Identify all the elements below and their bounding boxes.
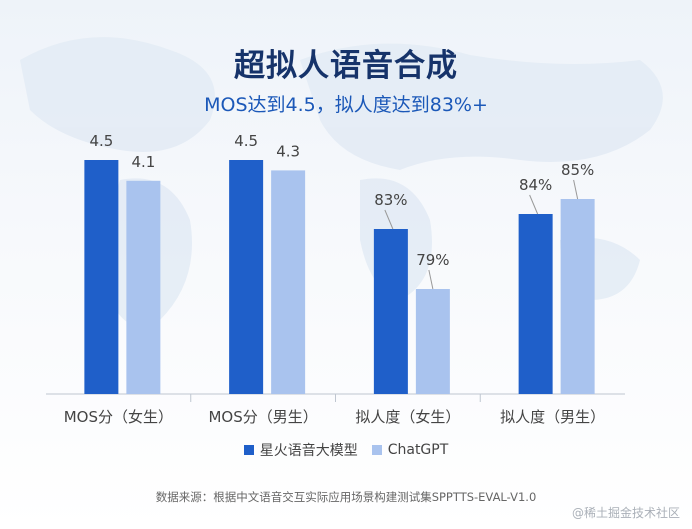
- label-leader-line: [573, 179, 579, 200]
- x-tick-label-1: MOS分（女生）: [64, 408, 173, 426]
- data-label-2-3: 79%: [416, 251, 449, 269]
- label-leader-line: [428, 269, 434, 290]
- data-label-2-4: 85%: [561, 161, 594, 179]
- data-label-1-2: 4.5: [234, 132, 258, 150]
- x-tick-label-2: MOS分（男生）: [208, 408, 317, 426]
- label-leader-line: [384, 209, 394, 230]
- legend-swatch-series1: [243, 445, 254, 455]
- bar-1-2: [229, 160, 264, 394]
- data-label-1-4: 84%: [519, 176, 552, 194]
- legend-swatch-series2: [371, 445, 382, 455]
- data-label-2-1: 4.1: [131, 153, 155, 171]
- bar-2-2: [271, 170, 306, 394]
- bar-1-1: [84, 160, 119, 394]
- bar-2-3: [415, 289, 450, 394]
- bar-2-4: [560, 199, 595, 394]
- legend-label-series2: ChatGPT: [387, 442, 449, 458]
- legend-label-series1: 星火语音大模型: [259, 443, 358, 459]
- page-subtitle: MOS达到4.5，拟人度达到83%+: [204, 94, 488, 116]
- bar-2-1: [126, 180, 161, 394]
- data-label-2-2: 4.3: [276, 142, 300, 160]
- watermark: @稀土掘金技术社区: [571, 506, 680, 520]
- legend-item-series1: 星火语音大模型: [243, 440, 358, 460]
- label-leader-line: [529, 194, 539, 215]
- x-tick-label-4: 拟人度（男生）: [500, 408, 605, 426]
- data-label-1-1: 4.5: [89, 132, 113, 150]
- data-label-1-3: 83%: [374, 191, 407, 209]
- page-title: 超拟人语音合成: [234, 48, 458, 84]
- chart-legend: 星火语音大模型 ChatGPT: [0, 440, 692, 460]
- bar-1-3: [373, 229, 408, 394]
- bar-1-4: [518, 214, 553, 394]
- data-source-note: 数据来源：根据中文语音交互实际应用场景构建测试集SPPTTS-EVAL-V1.0: [155, 490, 537, 504]
- x-tick-label-3: 拟人度（女生）: [355, 408, 460, 426]
- legend-item-series2: ChatGPT: [371, 440, 449, 460]
